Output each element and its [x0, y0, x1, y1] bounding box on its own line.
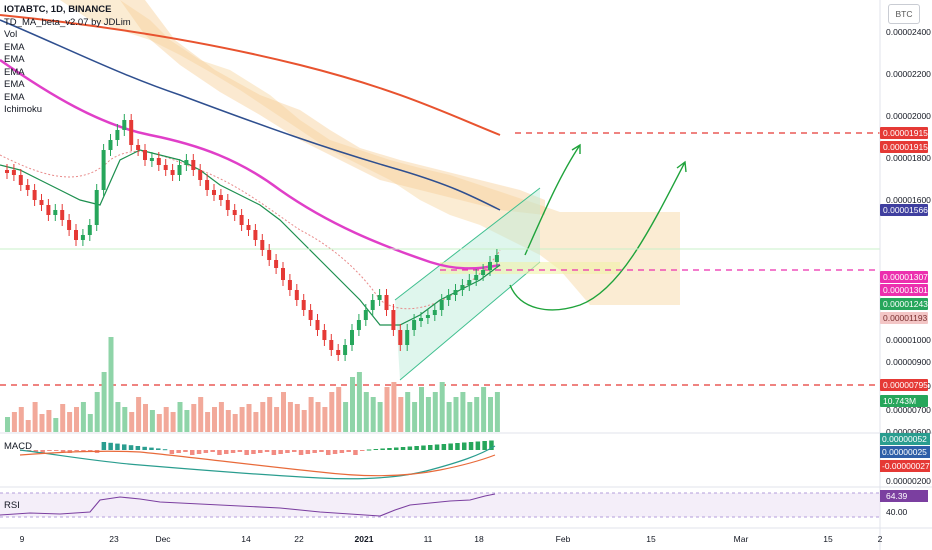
price-label-bg [880, 284, 928, 296]
y-tick-label: 0.00000200 [886, 476, 931, 486]
macd-label-bg [880, 460, 930, 472]
price-label-bg [880, 271, 928, 283]
y-tick-label: 0.00002000 [886, 111, 931, 121]
ema-lines [0, 14, 501, 326]
indicator-td-ma[interactable]: TD_MA_beta_v2.07 by JDLim [4, 16, 131, 28]
price-label: 0.00001193 [883, 313, 928, 323]
indicator-ichimoku[interactable]: Ichimoku [4, 104, 43, 115]
y-tick-label: 0.00000900 [886, 357, 931, 367]
x-tick-label: 23 [109, 534, 119, 544]
y-tick-label: 0.00001000 [886, 335, 931, 345]
x-tick-label: 2021 [355, 534, 374, 544]
ichimoku-cloud [60, 0, 680, 305]
y-tick-label: 0.00002400 [886, 27, 931, 37]
x-tick-label: Dec [155, 534, 171, 544]
symbol-title[interactable]: IOTABTC, 1D, BINANCE [4, 4, 112, 15]
indicator-ema-5[interactable]: EMA [4, 91, 25, 103]
y-tick-label: 0.00001800 [886, 153, 931, 163]
indicator-ema-3[interactable]: EMA [4, 66, 25, 78]
y-tick-label: 0.00000700 [886, 405, 931, 415]
macd-label-bg [880, 446, 930, 458]
price-label-bg [880, 141, 928, 153]
x-tick-label: 9 [20, 534, 25, 544]
price-label: 0.00001307 [883, 272, 928, 282]
x-tick-label: Mar [734, 534, 749, 544]
x-tick-label: 11 [424, 534, 433, 544]
y-tick-label: 0.00000600 [886, 427, 931, 437]
price-label: 0.00001301 [883, 285, 928, 295]
y-tick-label: 0.00002200 [886, 69, 931, 79]
price-label: 10.743M [883, 396, 916, 406]
candlesticks [5, 114, 499, 361]
macd-pane [19, 440, 496, 480]
rsi-value-label: 64.39 [886, 491, 908, 501]
x-tick-label: 22 [294, 534, 304, 544]
indicator-ema-1[interactable]: EMA [4, 41, 25, 53]
price-label-bg [880, 204, 928, 216]
price-label-bg [880, 298, 928, 310]
price-label: 0.00001243 [883, 299, 928, 309]
currency-button[interactable]: BTC [888, 4, 920, 24]
x-tick-label: 15 [823, 534, 833, 544]
volume-bars [5, 337, 500, 432]
x-tick-label: 15 [646, 534, 656, 544]
y-tick-label: 0.00001600 [886, 195, 931, 205]
macd-label-bg [880, 433, 930, 445]
indicator-ema-2[interactable]: EMA [4, 54, 25, 65]
indicator-ema-4[interactable]: EMA [4, 79, 25, 90]
x-tick-label: 18 [474, 534, 484, 544]
projection-arrows [509, 143, 687, 311]
rsi-pane [0, 492, 880, 518]
x-tick-label: 14 [241, 534, 251, 544]
price-labels: 0.00001915 0.00001915 0.00001566 0.00001307… [880, 127, 930, 517]
time-axis[interactable]: 9 23 Dec 14 22 2021 11 18 Feb 15 Mar 15 2 [20, 534, 883, 544]
price-label-bg [880, 127, 928, 139]
rsi-label[interactable]: RSI [4, 500, 20, 511]
price-label: 0.00001566 [883, 205, 928, 215]
price-label: 0.00000795 [883, 380, 928, 390]
macd-value-label: 0.00000025 [882, 447, 927, 457]
price-axis[interactable]: 0.00002400 0.00002200 0.00002000 0.00001800… [886, 27, 931, 486]
indicator-vol[interactable]: Vol [4, 29, 18, 40]
price-label-bg [880, 395, 928, 407]
price-label-bg [880, 312, 928, 324]
x-tick-label: Feb [556, 534, 571, 544]
chart-legend: IOTABTC, 1D, BINANCE TD_MA_beta_v2.07 by… [4, 4, 131, 117]
price-label: 0.00001915 [883, 128, 928, 138]
macd-label[interactable]: MACD [4, 441, 32, 452]
price-label: 0.00001915 [883, 142, 928, 152]
x-tick-label: 2 [878, 534, 883, 544]
rsi-value-label: 40.00 [886, 507, 908, 517]
macd-value-label: 0.00000052 [882, 434, 927, 444]
price-label-bg [880, 379, 928, 391]
rsi-label-bg [880, 490, 928, 502]
macd-value-label: -0.00000027 [882, 461, 930, 471]
